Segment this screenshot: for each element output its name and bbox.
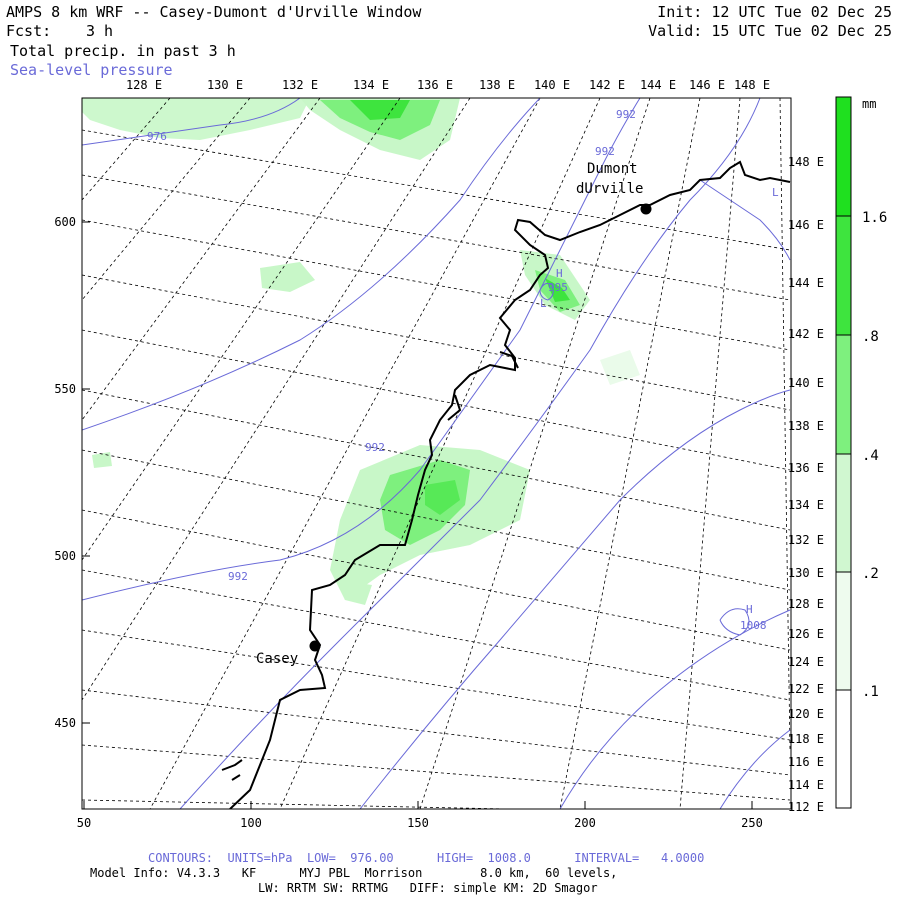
right-longitude-label: 140 E [788,376,824,390]
precip-area [82,98,310,140]
x-tick-marks [83,801,753,809]
contour-info: CONTOURS: UNITS=hPa LOW= 976.00 HIGH= 10… [148,851,705,865]
plot-title: AMPS 8 km WRF -- Casey-Dumont d'Urville … [6,3,422,21]
y-tick-label: 500 [54,549,76,563]
graticule [82,98,791,809]
colorbar-label: .2 [862,566,879,582]
pressure-contours [82,98,791,809]
right-longitude-label: 138 E [788,419,824,433]
colorbar-segment [836,97,851,216]
contour-label: 992 [595,145,615,158]
map-frame [81,97,792,810]
colorbar-segment [836,572,851,690]
right-longitude-label: 128 E [788,597,824,611]
y-tick-marks [82,221,90,724]
top-longitude-label: 142 E [589,78,625,92]
top-longitude-label: 146 E [689,78,725,92]
top-longitude-label: 140 E [534,78,570,92]
top-longitude-label: 134 E [353,78,389,92]
precip-shading [82,98,640,605]
colorbar-segment [836,690,851,808]
precip-area [340,580,372,605]
coastline [221,160,791,809]
colorbar-segment [836,335,851,454]
top-longitude-label: 138 E [479,78,515,92]
x-tick-label: 150 [407,816,429,830]
colorbar-segment [836,454,851,572]
right-longitude-label: 144 E [788,276,824,290]
low-marker: L [772,186,779,199]
colorbar-unit: mm [862,97,876,111]
x-tick-label: 250 [741,816,763,830]
top-longitude-label: 144 E [640,78,676,92]
valid-time: Valid: 15 UTC Tue 02 Dec 25 [648,22,892,40]
y-tick-label: 450 [54,716,76,730]
forecast-label: Fcst: [6,22,52,40]
x-tick-label: 200 [574,816,596,830]
contour-label: 1008 [740,619,767,632]
colorbar-label: 1.6 [862,210,887,226]
right-longitude-label: 148 E [788,155,824,169]
y-tick-label: 550 [54,382,76,396]
contour-label: 992 [228,570,248,583]
station-label-line2: dUrville [576,181,643,197]
precip-area [260,262,315,292]
low-marker: L [540,297,547,310]
precip-area [320,100,440,140]
forecast-value: 3 h [86,22,114,40]
right-longitude-label: 130 E [788,566,824,580]
colorbar [835,96,852,809]
right-longitude-label: 136 E [788,461,824,475]
station-label-casey: Casey [256,651,298,667]
physics-info: LW: RRTM SW: RRTMG DIFF: simple KM: 2D S… [258,881,598,895]
right-longitude-label: 112 E [788,800,824,814]
top-longitude-label: 132 E [282,78,318,92]
precip-area [425,480,460,515]
colorbar-label: .8 [862,329,879,345]
high-marker: H [746,603,753,616]
colorbar-label: .1 [862,684,879,700]
colorbar-segment [836,216,851,335]
contour-label: 992 [365,441,385,454]
station-dumont-durville-marker [640,203,652,215]
right-longitude-label: 118 E [788,732,824,746]
right-longitude-label: 142 E [788,327,824,341]
right-longitude-label: 116 E [788,755,824,769]
right-longitude-label: 134 E [788,498,824,512]
field-precip-label: Total precip. in past 3 h [10,42,236,60]
contour-label: 992 [616,108,636,121]
field-slp-label: Sea-level pressure [10,61,173,79]
right-longitude-label: 120 E [788,707,824,721]
high-marker: H [556,267,563,280]
top-longitude-label: 136 E [417,78,453,92]
right-longitude-label: 126 E [788,627,824,641]
top-longitude-label: 128 E [126,78,162,92]
colorbar-label: .4 [862,448,879,464]
init-time: Init: 12 UTC Tue 02 Dec 25 [657,3,892,21]
contour-label: 976 [147,130,167,143]
station-label-line1: Dumont [587,161,638,177]
y-tick-label: 600 [54,215,76,229]
precip-area [92,452,112,468]
model-info: Model Info: V4.3.3 KF MYJ PBL Morrison 8… [90,866,618,880]
station-casey-marker [309,640,321,652]
right-longitude-label: 114 E [788,778,824,792]
right-longitude-label: 146 E [788,218,824,232]
top-longitude-label: 148 E [734,78,770,92]
contour-label: 995 [548,281,568,294]
right-longitude-label: 122 E [788,682,824,696]
x-tick-label: 50 [77,816,91,830]
x-tick-label: 100 [240,816,262,830]
right-longitude-label: 132 E [788,533,824,547]
precip-area [600,350,640,385]
right-longitude-label: 124 E [788,655,824,669]
top-longitude-label: 130 E [207,78,243,92]
